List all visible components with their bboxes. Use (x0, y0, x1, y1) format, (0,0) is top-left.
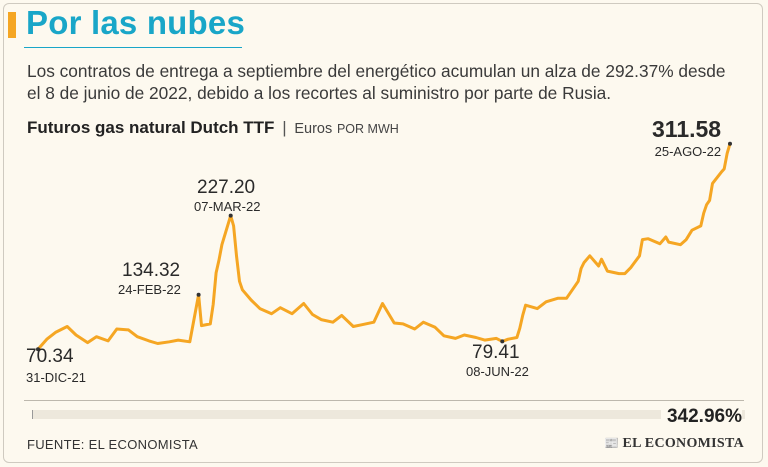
brand-name: EL ECONOMISTA (622, 436, 744, 451)
annotation-max-date: 25-AGO-22 (654, 144, 722, 159)
annotation-start-value: 70.34 (26, 346, 74, 367)
series-line-0 (36, 142, 732, 351)
annotation-max: 311.58 25-AGO-22 (652, 116, 721, 159)
divider-line (24, 400, 744, 401)
annotation-feb-date: 24-FEB-22 (118, 282, 181, 297)
marker-feb (196, 292, 201, 297)
marker-start (36, 347, 40, 352)
marker-max (728, 141, 732, 146)
title-underline (24, 47, 242, 48)
annotation-start: 70.34 31-DIC-21 (26, 346, 86, 385)
page-title: Por las nubes (26, 4, 246, 41)
chart-title: Futuros gas natural Dutch TTF | Euros PO… (27, 118, 399, 138)
annotation-low-date: 08-JUN-22 (466, 364, 529, 379)
annotation-low-jun: 79.41 08-JUN-22 (466, 342, 529, 379)
annotation-feb: 134.32 24-FEB-22 (118, 260, 181, 297)
chart-unit-main: Euros (294, 121, 333, 137)
marker-low-jun (500, 339, 505, 344)
growth-bar (32, 410, 745, 419)
infographic-frame (3, 3, 763, 463)
annotation-peak-date: 07-MAR-22 (194, 199, 261, 214)
page-subtitle: Los contratos de entrega a septiembre de… (27, 61, 726, 103)
annotation-start-date: 31-DIC-21 (26, 370, 86, 385)
chart-title-text: Futuros gas natural Dutch TTF (27, 118, 275, 137)
annotation-max-value: 311.58 (652, 116, 722, 142)
brand-logo: 📰 EL ECONOMISTA (604, 436, 744, 452)
annotation-peak-mar: 227.20 07-MAR-22 (194, 177, 260, 214)
annotation-low-value: 79.41 (472, 342, 520, 363)
chart-unit-sub: POR MWH (336, 122, 399, 136)
growth-percent: 342.96% (660, 406, 742, 428)
title-accent-bar (8, 12, 16, 38)
marker-peak-mar (228, 213, 233, 218)
chart-title-separator: | (282, 118, 287, 137)
source-note: FUENTE: EL ECONOMISTA (27, 437, 198, 452)
annotation-peak-value: 227.20 (197, 177, 256, 198)
newspaper-logo-icon: 📰 (604, 436, 620, 450)
annotation-feb-value: 134.32 (122, 260, 181, 281)
